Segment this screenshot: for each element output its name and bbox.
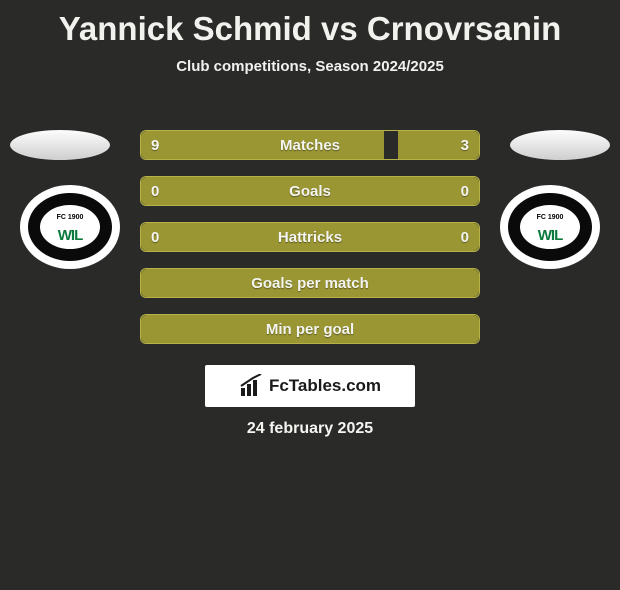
bar-label: Matches [141, 131, 479, 160]
comparison-bars: 9Matches30Goals00Hattricks0Goals per mat… [140, 130, 480, 360]
chart-icon [239, 374, 263, 398]
player-right-avatar-placeholder [510, 130, 610, 160]
bar-right-value: 0 [461, 177, 469, 206]
bar-label: Hattricks [141, 223, 479, 252]
bar-label: Min per goal [141, 315, 479, 344]
club-right-name: WIL [538, 227, 563, 244]
bar-right-value: 3 [461, 131, 469, 160]
bar-row: Min per goal [140, 314, 480, 344]
club-badge-right: FC 1900 WIL [500, 185, 600, 269]
bar-row: 0Goals0 [140, 176, 480, 206]
club-right-top: FC 1900 [537, 215, 564, 221]
date-label: 24 february 2025 [0, 420, 620, 438]
bar-row: Goals per match [140, 268, 480, 298]
club-badge-left: FC 1900 WIL [20, 185, 120, 269]
bar-right-value: 0 [461, 223, 469, 252]
club-left-name: WIL [58, 227, 83, 244]
bar-row: 0Hattricks0 [140, 222, 480, 252]
bar-row: 9Matches3 [140, 130, 480, 160]
branding-box: FcTables.com [205, 365, 415, 407]
player-left-avatar-placeholder [10, 130, 110, 160]
page-title: Yannick Schmid vs Crnovrsanin [0, 10, 620, 48]
bar-label: Goals per match [141, 269, 479, 298]
page-subtitle: Club competitions, Season 2024/2025 [0, 58, 620, 75]
bar-label: Goals [141, 177, 479, 206]
club-left-top: FC 1900 [57, 215, 84, 221]
branding-text: FcTables.com [269, 376, 381, 396]
